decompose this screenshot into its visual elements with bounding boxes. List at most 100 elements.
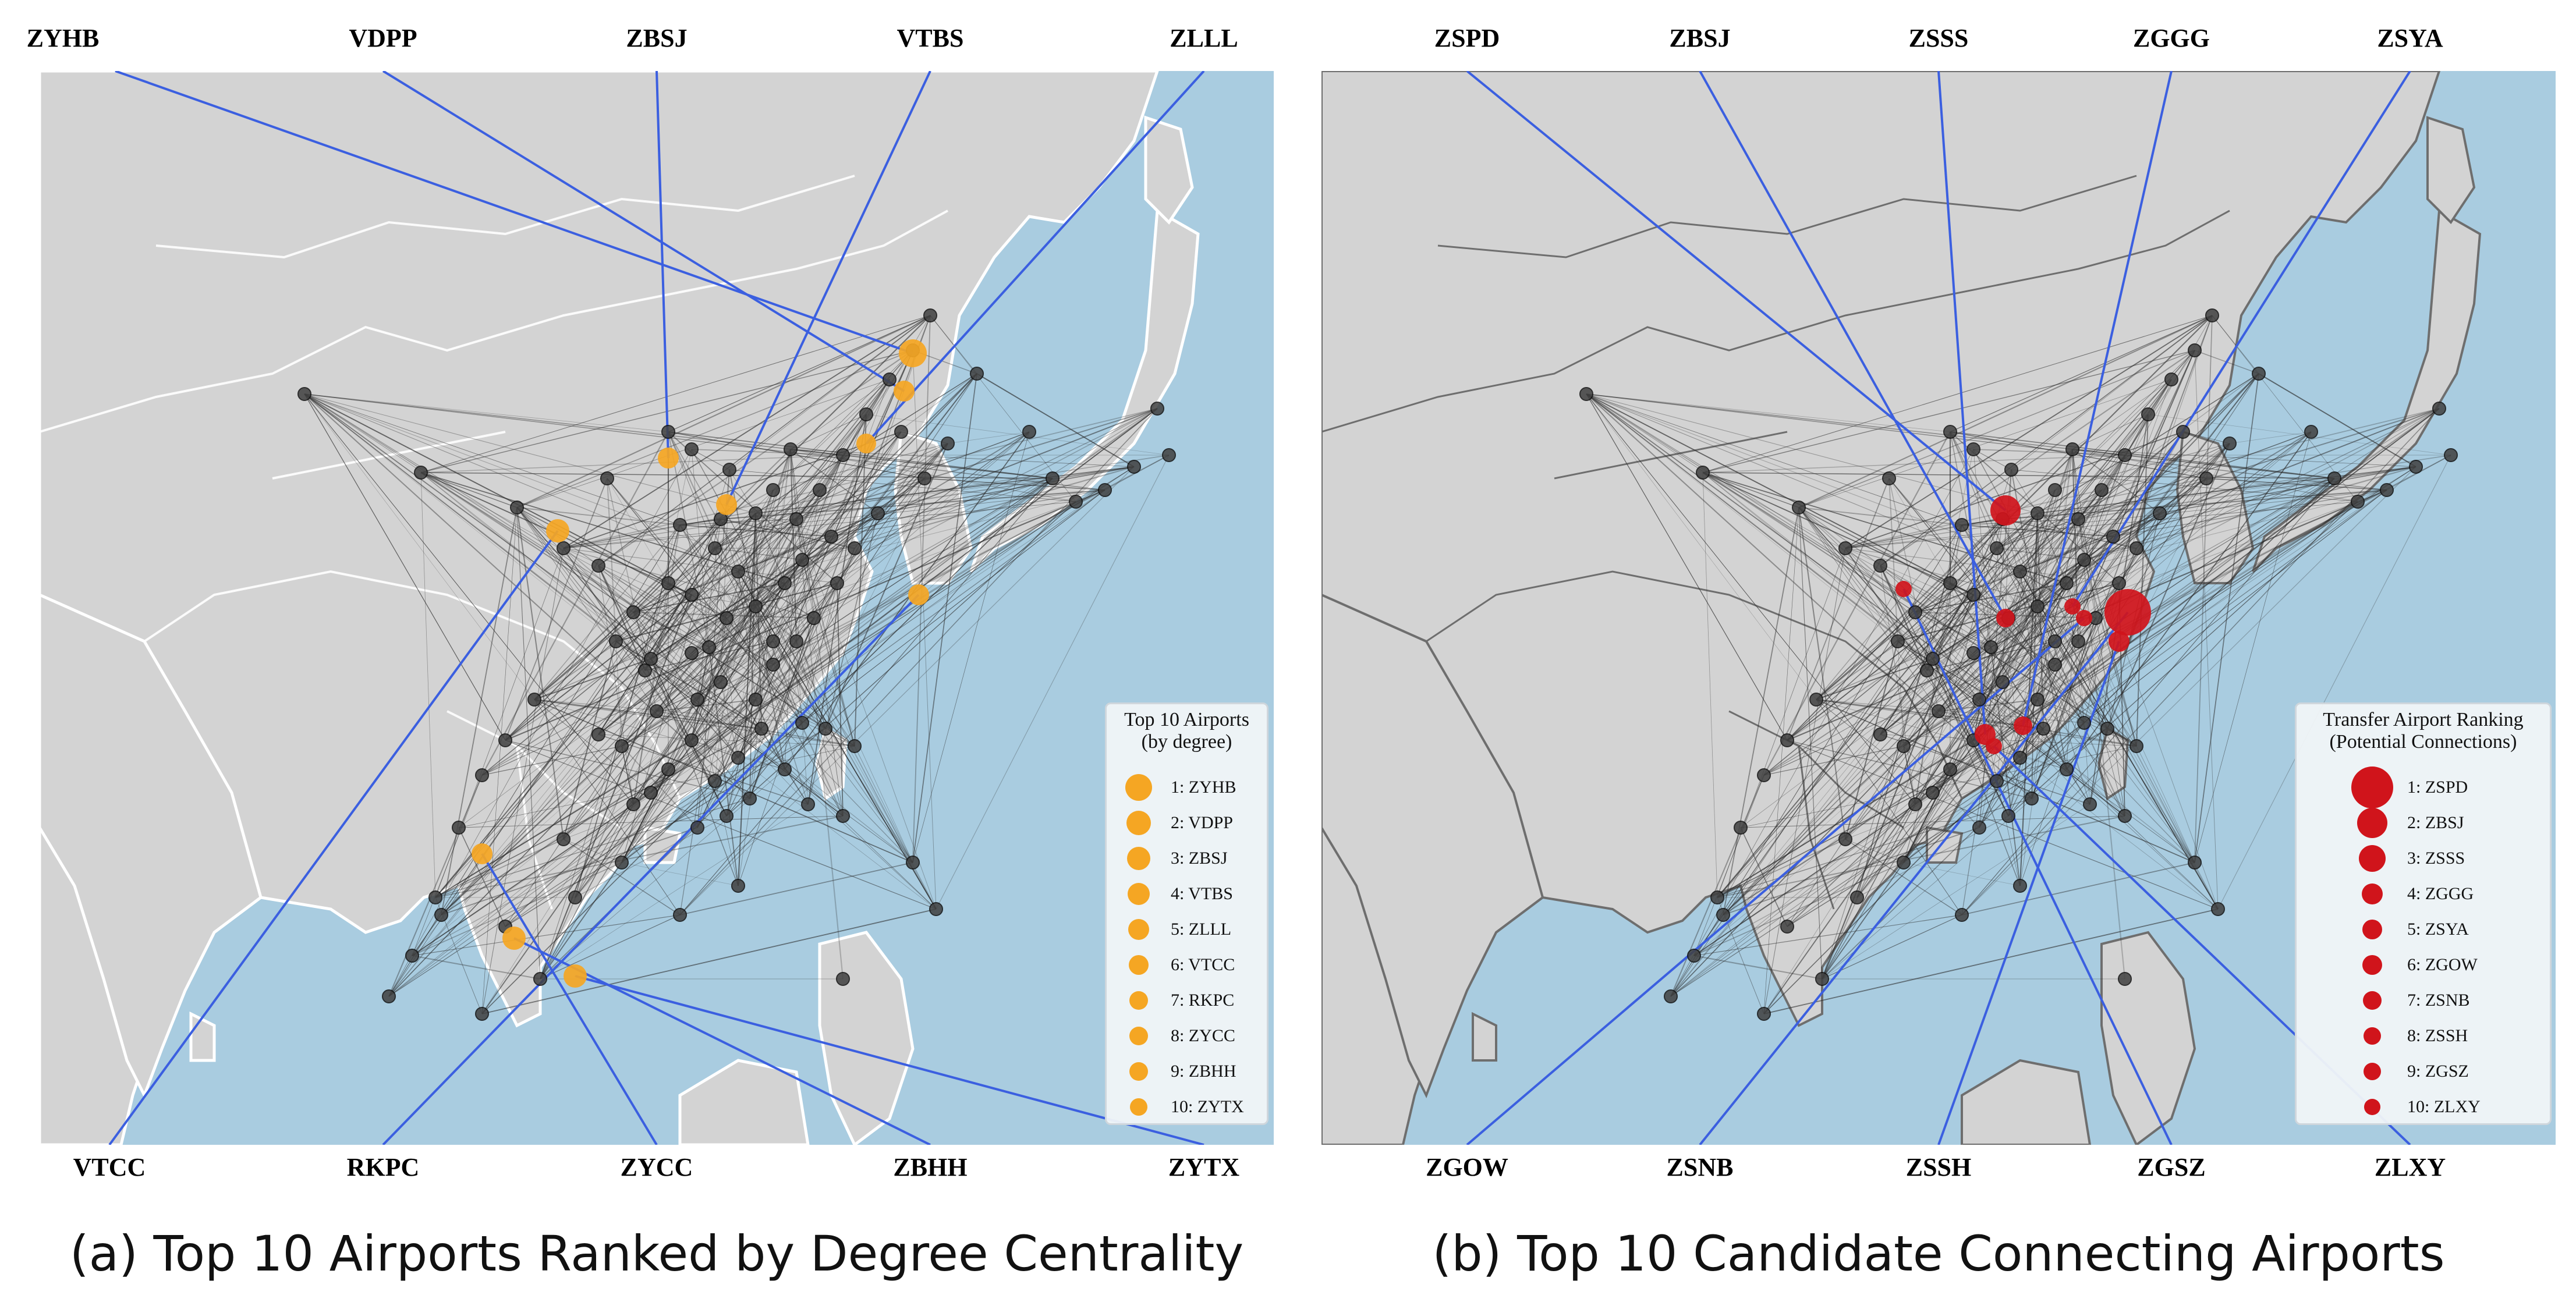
flight-route [714, 548, 739, 758]
flight-route [621, 746, 634, 805]
flight-route [749, 513, 756, 799]
airport-node [2252, 367, 2266, 381]
flight-route [796, 489, 820, 642]
flight-route [621, 699, 698, 747]
flight-route [784, 431, 1030, 770]
bottom-label-2: ZSNB [1666, 1153, 1734, 1181]
connection-line [1937, 71, 1986, 735]
flight-route [1670, 792, 1933, 997]
flight-route [755, 449, 791, 607]
flight-route [621, 431, 902, 863]
flight-route [790, 449, 797, 520]
flight-route [691, 449, 844, 456]
flight-route [633, 612, 710, 648]
airport-node [731, 879, 745, 893]
flight-route [1932, 618, 2009, 659]
top-airport-marker [1986, 738, 2002, 754]
flight-route [481, 548, 564, 1014]
bottom-label-1: ZGOW [1426, 1153, 1508, 1181]
airport-node [1838, 832, 1852, 846]
bottom-label-2: RKPC [346, 1153, 420, 1181]
flight-route [2229, 431, 2312, 444]
flight-route [679, 862, 913, 915]
flight-route [738, 728, 762, 886]
legend-marker [2357, 808, 2387, 838]
flight-route [784, 443, 948, 770]
bottom-label-4: ZGSZ [2137, 1153, 2206, 1181]
flight-route [2066, 769, 2219, 910]
legend-item: 9: ZBHH [1107, 1055, 1267, 1088]
legend-marker [2362, 955, 2382, 975]
flight-route [1693, 519, 2003, 956]
flight-route [540, 804, 809, 980]
top-airport-marker [564, 964, 587, 988]
flight-route [1845, 315, 2213, 549]
flight-route [1763, 548, 1846, 1014]
flight-route [2078, 466, 2416, 520]
flight-route [1926, 513, 2038, 671]
flight-route [691, 606, 756, 654]
flight-route [854, 414, 867, 747]
legend-marker [1129, 1062, 1148, 1081]
flight-route [304, 393, 750, 799]
flight-route [435, 513, 756, 898]
top-airport-marker [546, 519, 569, 542]
flight-route [505, 740, 750, 799]
flight-route [668, 315, 931, 432]
airport-node [626, 797, 640, 811]
flight-route [441, 647, 710, 915]
flight-route [1702, 472, 2067, 584]
flight-route [729, 469, 756, 514]
flight-route [540, 862, 622, 980]
flight-route [304, 393, 844, 456]
flight-route [1702, 472, 2195, 863]
flight-route [697, 641, 797, 828]
flight-route [2008, 606, 2038, 817]
top-airport-marker [1996, 609, 2015, 627]
flight-route [1693, 792, 1933, 956]
flight-route [807, 414, 867, 805]
flight-route [1973, 449, 2079, 642]
airport-node [2083, 797, 2097, 811]
top-airport-marker [2064, 598, 2081, 615]
flight-route [650, 536, 832, 793]
flight-route [1903, 489, 2056, 747]
flight-route [435, 839, 564, 898]
flight-route [563, 839, 622, 863]
flight-route [1938, 682, 2003, 712]
flight-route [1670, 583, 2067, 997]
legend-marker [1125, 774, 1152, 801]
flight-route [1723, 827, 1980, 915]
airport-node [2118, 809, 2132, 823]
airport-node [626, 605, 640, 619]
flight-route [304, 393, 634, 805]
flight-route [2011, 469, 2358, 502]
top-airport-marker [908, 584, 929, 605]
airport-node [644, 786, 658, 800]
legend-label: 10: ZYTX [1171, 1097, 1244, 1116]
legend-label: 4: ZGGG [2407, 884, 2474, 903]
flight-route [2212, 315, 2259, 374]
flight-route [534, 618, 727, 700]
airport-node [754, 722, 768, 736]
flight-route [458, 827, 506, 927]
airport-node [1984, 640, 1998, 654]
flight-route [1586, 393, 1992, 648]
flight-route [505, 443, 948, 741]
flight-route [1961, 408, 2440, 915]
flight-route [388, 769, 669, 997]
flight-route [1586, 393, 1817, 700]
airport-node [917, 471, 931, 485]
map-a-svg [40, 71, 1205, 1145]
flight-route [837, 583, 844, 817]
flight-route [435, 728, 762, 898]
flight-route [1670, 775, 1764, 997]
legend-label: 4: VTBS [1171, 884, 1233, 903]
flight-route [2159, 443, 2230, 514]
top-label-1: ZSPD [1434, 24, 1500, 52]
flight-route [784, 583, 826, 729]
flight-route [534, 612, 634, 700]
flight-route [1586, 393, 2125, 456]
airport-node [2304, 425, 2318, 439]
flight-route [1996, 548, 2085, 560]
